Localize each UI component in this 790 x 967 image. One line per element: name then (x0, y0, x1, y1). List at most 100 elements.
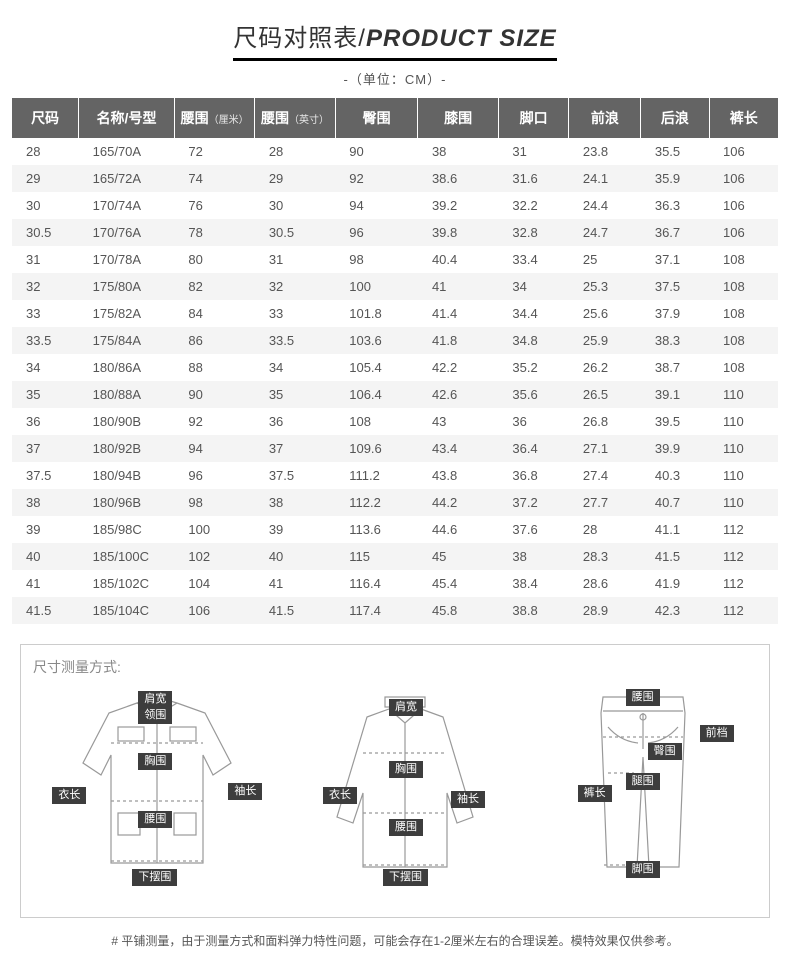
table-cell: 39.9 (641, 435, 709, 462)
table-cell: 41 (418, 273, 498, 300)
table-cell: 36.4 (498, 435, 568, 462)
table-cell: 36 (255, 408, 335, 435)
table-cell: 175/82A (79, 300, 175, 327)
table-cell: 31 (12, 246, 79, 273)
table-cell: 185/98C (79, 516, 175, 543)
table-cell: 40 (12, 543, 79, 570)
table-cell: 106 (709, 192, 778, 219)
table-cell: 180/90B (79, 408, 175, 435)
table-cell: 35.5 (641, 138, 709, 165)
table-cell: 24.4 (569, 192, 641, 219)
table-cell: 37.5 (641, 273, 709, 300)
diagram-jacket: 肩宽 领围 胸围 衣长 袖长 腰围 下摆围 (52, 683, 262, 883)
table-cell: 45.4 (418, 570, 498, 597)
table-cell: 34 (255, 354, 335, 381)
table-cell: 37 (255, 435, 335, 462)
table-cell: 35.6 (498, 381, 568, 408)
table-row: 40185/100C10240115453828.341.5112 (12, 543, 778, 570)
table-cell: 32 (12, 273, 79, 300)
table-cell: 27.4 (569, 462, 641, 489)
table-cell: 104 (174, 570, 254, 597)
col-front: 前浪 (569, 98, 641, 138)
col-hip: 臀围 (335, 98, 418, 138)
table-cell: 115 (335, 543, 418, 570)
table-cell: 82 (174, 273, 254, 300)
table-cell: 39.1 (641, 381, 709, 408)
table-cell: 39.5 (641, 408, 709, 435)
label-hem2: 下摆围 (383, 869, 428, 886)
label-legopen: 脚围 (626, 861, 660, 878)
table-cell: 72 (174, 138, 254, 165)
measurement-diagram-box: 尺寸测量方式: 肩宽 领围 胸围 衣长 (20, 644, 770, 918)
label-chest2: 胸围 (389, 761, 423, 778)
table-cell: 37.6 (498, 516, 568, 543)
table-cell: 185/102C (79, 570, 175, 597)
table-cell: 41.5 (255, 597, 335, 624)
table-cell: 23.8 (569, 138, 641, 165)
col-knee: 膝围 (418, 98, 498, 138)
label-shoulder2: 肩宽 (389, 699, 423, 716)
table-cell: 108 (709, 327, 778, 354)
table-cell: 45.8 (418, 597, 498, 624)
table-cell: 25 (569, 246, 641, 273)
table-cell: 102 (174, 543, 254, 570)
table-cell: 88 (174, 354, 254, 381)
table-cell: 165/70A (79, 138, 175, 165)
table-cell: 30.5 (255, 219, 335, 246)
table-cell: 43.4 (418, 435, 498, 462)
table-cell: 41.1 (641, 516, 709, 543)
table-cell: 98 (174, 489, 254, 516)
table-cell: 33 (12, 300, 79, 327)
table-cell: 110 (709, 462, 778, 489)
table-cell: 35.9 (641, 165, 709, 192)
label-length2: 衣长 (323, 787, 357, 804)
table-row: 41.5185/104C10641.5117.445.838.828.942.3… (12, 597, 778, 624)
col-back: 后浪 (641, 98, 709, 138)
table-cell: 38 (498, 543, 568, 570)
label-pwaist: 腰围 (626, 689, 660, 706)
table-cell: 40 (255, 543, 335, 570)
table-cell: 36.3 (641, 192, 709, 219)
col-waist-in: 腰围（英寸） (255, 98, 335, 138)
table-cell: 106 (709, 138, 778, 165)
table-cell: 44.6 (418, 516, 498, 543)
table-cell: 26.2 (569, 354, 641, 381)
table-cell: 39 (255, 516, 335, 543)
table-cell: 36.8 (498, 462, 568, 489)
table-cell: 43 (418, 408, 498, 435)
table-cell: 26.5 (569, 381, 641, 408)
table-cell: 38.8 (498, 597, 568, 624)
table-cell: 40.4 (418, 246, 498, 273)
table-cell: 37.1 (641, 246, 709, 273)
table-cell: 100 (335, 273, 418, 300)
label-crotch: 前档 (700, 725, 734, 742)
table-cell: 112 (709, 570, 778, 597)
table-cell: 25.6 (569, 300, 641, 327)
table-cell: 170/76A (79, 219, 175, 246)
table-cell: 180/96B (79, 489, 175, 516)
table-cell: 39.8 (418, 219, 498, 246)
table-cell: 35.2 (498, 354, 568, 381)
table-cell: 40.3 (641, 462, 709, 489)
table-cell: 106 (709, 219, 778, 246)
table-cell: 38.6 (418, 165, 498, 192)
table-row: 36180/90B9236108433626.839.5110 (12, 408, 778, 435)
table-cell: 28.3 (569, 543, 641, 570)
table-cell: 42.6 (418, 381, 498, 408)
table-cell: 39.2 (418, 192, 498, 219)
table-cell: 38 (12, 489, 79, 516)
table-cell: 30 (255, 192, 335, 219)
table-cell: 80 (174, 246, 254, 273)
table-cell: 44.2 (418, 489, 498, 516)
table-cell: 110 (709, 381, 778, 408)
table-cell: 117.4 (335, 597, 418, 624)
table-cell: 28 (255, 138, 335, 165)
table-cell: 41.8 (418, 327, 498, 354)
table-cell: 34 (12, 354, 79, 381)
table-cell: 185/100C (79, 543, 175, 570)
table-cell: 96 (174, 462, 254, 489)
table-cell: 38.4 (498, 570, 568, 597)
table-row: 38180/96B9838112.244.237.227.740.7110 (12, 489, 778, 516)
table-cell: 34.8 (498, 327, 568, 354)
table-cell: 38.3 (641, 327, 709, 354)
